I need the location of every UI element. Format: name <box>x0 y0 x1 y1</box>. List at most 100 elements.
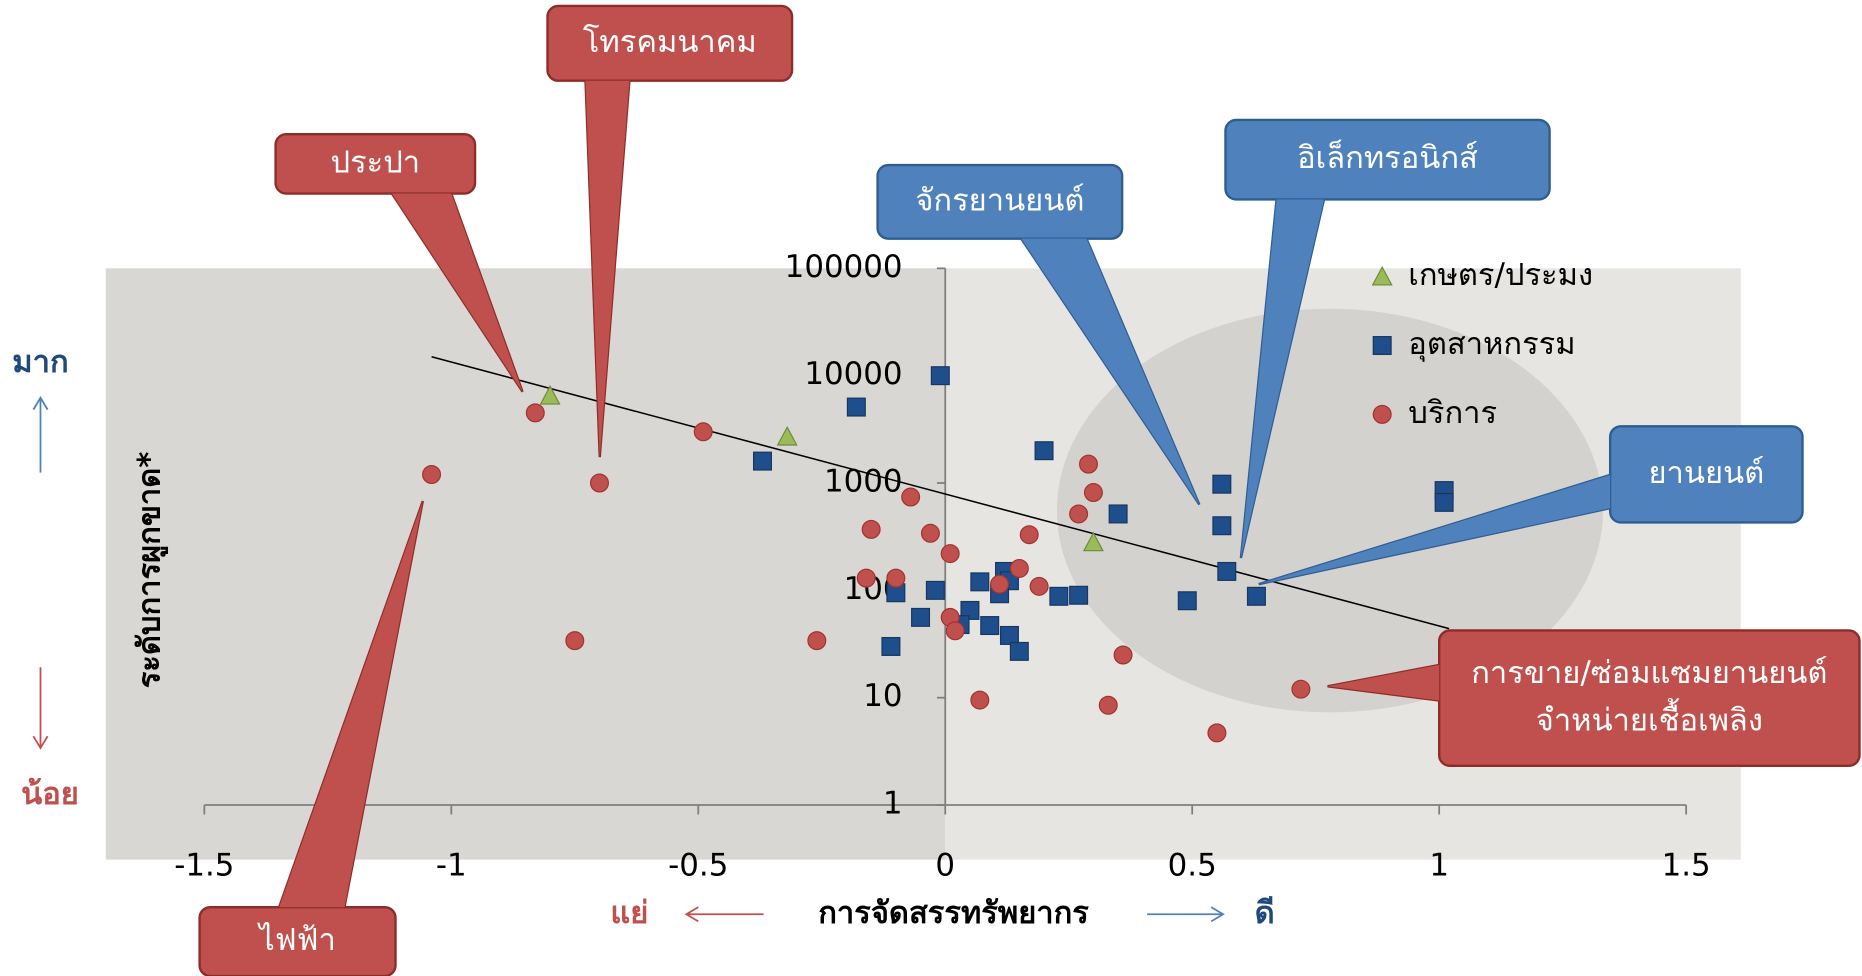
arrow-head <box>32 735 49 750</box>
callout-box <box>1608 425 1804 524</box>
point <box>525 403 545 423</box>
callout-label: โทรคมนาคม <box>583 24 757 60</box>
x-tick-label: 1 <box>1429 847 1449 883</box>
arrow-head <box>1210 906 1225 923</box>
callout-join <box>1021 238 1200 505</box>
point <box>1049 586 1069 606</box>
point <box>1217 561 1237 581</box>
point <box>807 631 827 651</box>
callout-label: ไฟฟ้า <box>256 922 336 958</box>
x-high-label: ดี <box>1255 895 1275 931</box>
point <box>940 544 960 564</box>
legend-marker <box>1371 265 1393 286</box>
legend-label: เกษตร/ประมง <box>1408 257 1593 293</box>
y-tick-label: 1000 <box>824 464 903 500</box>
point <box>589 473 609 493</box>
callout-label: จำหน่ายเชื้อเพลิง <box>1536 697 1763 738</box>
callout-label: ประปา <box>330 144 420 180</box>
point <box>1246 586 1266 606</box>
point <box>970 572 990 592</box>
callout-join <box>585 80 630 458</box>
y-tick-label: 10 <box>863 678 902 714</box>
point <box>856 568 876 588</box>
point <box>565 631 585 651</box>
point <box>752 451 772 471</box>
x-axis-label: การจัดสรรทรัพยากร <box>818 895 1089 931</box>
point <box>1108 504 1128 524</box>
callout-join <box>1327 664 1440 701</box>
point <box>1113 645 1133 665</box>
point <box>920 523 940 543</box>
point <box>911 607 931 627</box>
legend-label: อุตสาหกรรม <box>1408 326 1575 363</box>
callout-label: การขาย/ซ่อมแซมยานยนต์ <box>1471 655 1827 691</box>
point <box>886 568 906 588</box>
point <box>881 636 901 656</box>
callout-join <box>391 193 523 392</box>
x-tick-label: -0.5 <box>668 847 728 883</box>
callout-label: ยานยนต์ <box>1648 455 1764 491</box>
point <box>1212 516 1232 536</box>
tree-canopy <box>1056 308 1604 713</box>
y-tick-label: 100000 <box>785 249 903 285</box>
y-high-label: มาก <box>12 344 68 380</box>
callout-box <box>546 4 794 82</box>
point <box>1019 525 1039 545</box>
point <box>1207 723 1227 743</box>
point <box>901 487 921 507</box>
callout-box <box>1437 629 1861 768</box>
point <box>422 465 442 485</box>
x-tick-label: -1.5 <box>174 847 234 883</box>
point <box>1212 474 1232 494</box>
legend-marker <box>1372 336 1392 356</box>
background-photo-left <box>105 268 946 860</box>
point <box>970 690 990 710</box>
point <box>945 621 965 641</box>
point <box>999 625 1019 645</box>
point <box>1078 454 1098 474</box>
callout-box <box>1224 118 1551 201</box>
point <box>539 384 561 405</box>
point <box>930 366 950 386</box>
callout-box <box>876 163 1124 240</box>
point <box>980 616 1000 636</box>
point <box>1009 641 1029 661</box>
x-low-label: แย่ <box>610 895 648 931</box>
point <box>846 397 866 417</box>
point <box>1434 492 1454 512</box>
callout-label: อิเล็กทรอนิกส์ <box>1297 139 1478 176</box>
x-tick-label: -1 <box>436 847 467 883</box>
arrow-head <box>684 906 699 923</box>
point <box>1069 504 1089 524</box>
point <box>1034 441 1054 461</box>
x-tick-label: 0.5 <box>1168 847 1217 883</box>
arrow-head <box>32 396 49 411</box>
y-tick-label: 1 <box>883 786 903 822</box>
y-axis-label: ระดับการผูกขาด* <box>131 452 168 689</box>
point <box>1029 576 1049 596</box>
point <box>925 580 945 600</box>
point <box>1291 679 1311 699</box>
y-tick-label: 10000 <box>804 356 902 392</box>
callout-box <box>274 132 477 195</box>
point <box>960 600 980 620</box>
callout-label: จักรยานยนต์ <box>915 182 1084 218</box>
point <box>1177 591 1197 611</box>
point <box>861 519 881 539</box>
point <box>1082 531 1104 552</box>
y-low-label: น้อย <box>21 776 79 812</box>
point <box>1009 558 1029 578</box>
point <box>776 425 798 446</box>
point <box>1083 483 1103 503</box>
point <box>990 574 1010 594</box>
x-tick-label: 0 <box>935 847 955 883</box>
point <box>1069 585 1089 605</box>
legend-label: บริการ <box>1408 395 1497 431</box>
point <box>693 422 713 442</box>
point <box>1098 695 1118 715</box>
x-tick-label: 1.5 <box>1662 847 1711 883</box>
callout-join <box>279 501 423 908</box>
legend-marker <box>1372 404 1392 424</box>
